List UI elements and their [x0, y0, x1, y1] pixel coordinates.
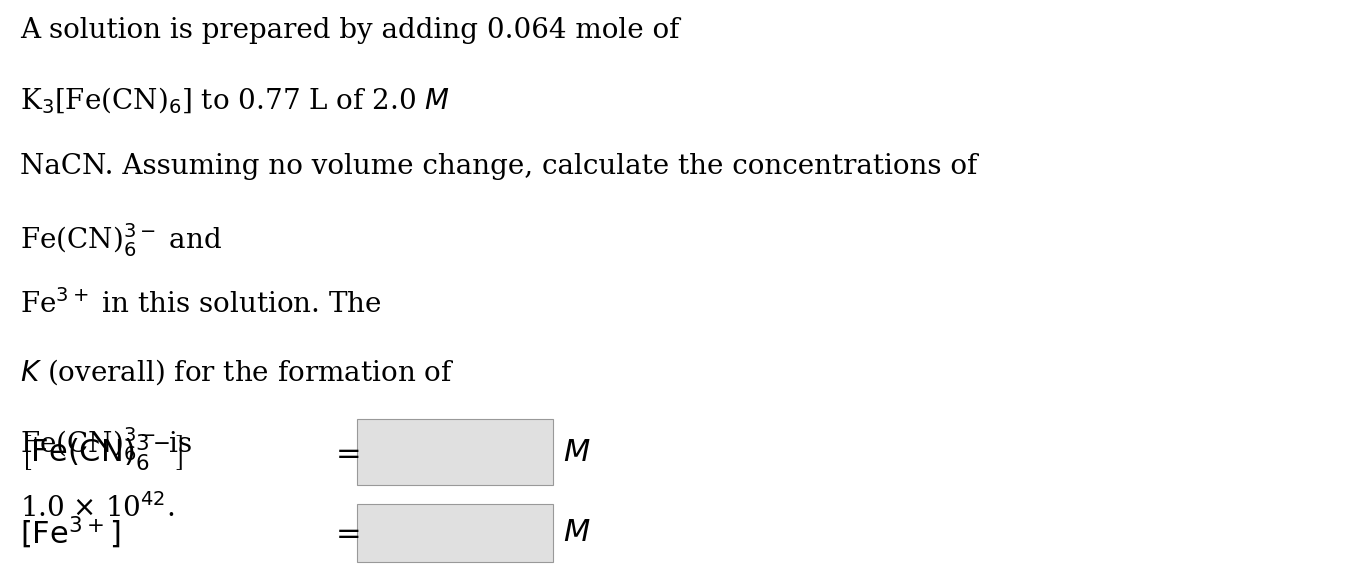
Text: $=$: $=$ — [330, 517, 360, 548]
FancyBboxPatch shape — [357, 419, 553, 485]
Text: $M$: $M$ — [563, 517, 590, 548]
Text: $K$ (overall) for the formation of: $K$ (overall) for the formation of — [20, 357, 454, 387]
Text: $=$: $=$ — [330, 437, 360, 468]
Text: $M$: $M$ — [563, 437, 590, 468]
Text: $\left[\mathrm{Fe^{3+}}\right]$: $\left[\mathrm{Fe^{3+}}\right]$ — [20, 515, 120, 551]
FancyBboxPatch shape — [357, 504, 553, 562]
Text: Fe$^{3+}$ in this solution. The: Fe$^{3+}$ in this solution. The — [20, 289, 381, 319]
Text: A solution is prepared by adding 0.064 mole of: A solution is prepared by adding 0.064 m… — [20, 17, 679, 44]
Text: Fe(CN)$_6^{3-}$ and: Fe(CN)$_6^{3-}$ and — [20, 221, 222, 259]
Text: NaCN. Assuming no volume change, calculate the concentrations of: NaCN. Assuming no volume change, calcula… — [20, 153, 977, 180]
Text: $\left[\mathrm{Fe(CN)_6^{3-}}\right]$: $\left[\mathrm{Fe(CN)_6^{3-}}\right]$ — [20, 431, 183, 473]
Text: Fe(CN)$_6^{3-}$ is: Fe(CN)$_6^{3-}$ is — [20, 425, 193, 463]
Text: K$_3$[Fe(CN)$_6$] to 0.77 L of 2.0 $M$: K$_3$[Fe(CN)$_6$] to 0.77 L of 2.0 $M$ — [20, 85, 450, 116]
Text: 1.0 $\times$ 10$^{42}$.: 1.0 $\times$ 10$^{42}$. — [20, 493, 175, 523]
